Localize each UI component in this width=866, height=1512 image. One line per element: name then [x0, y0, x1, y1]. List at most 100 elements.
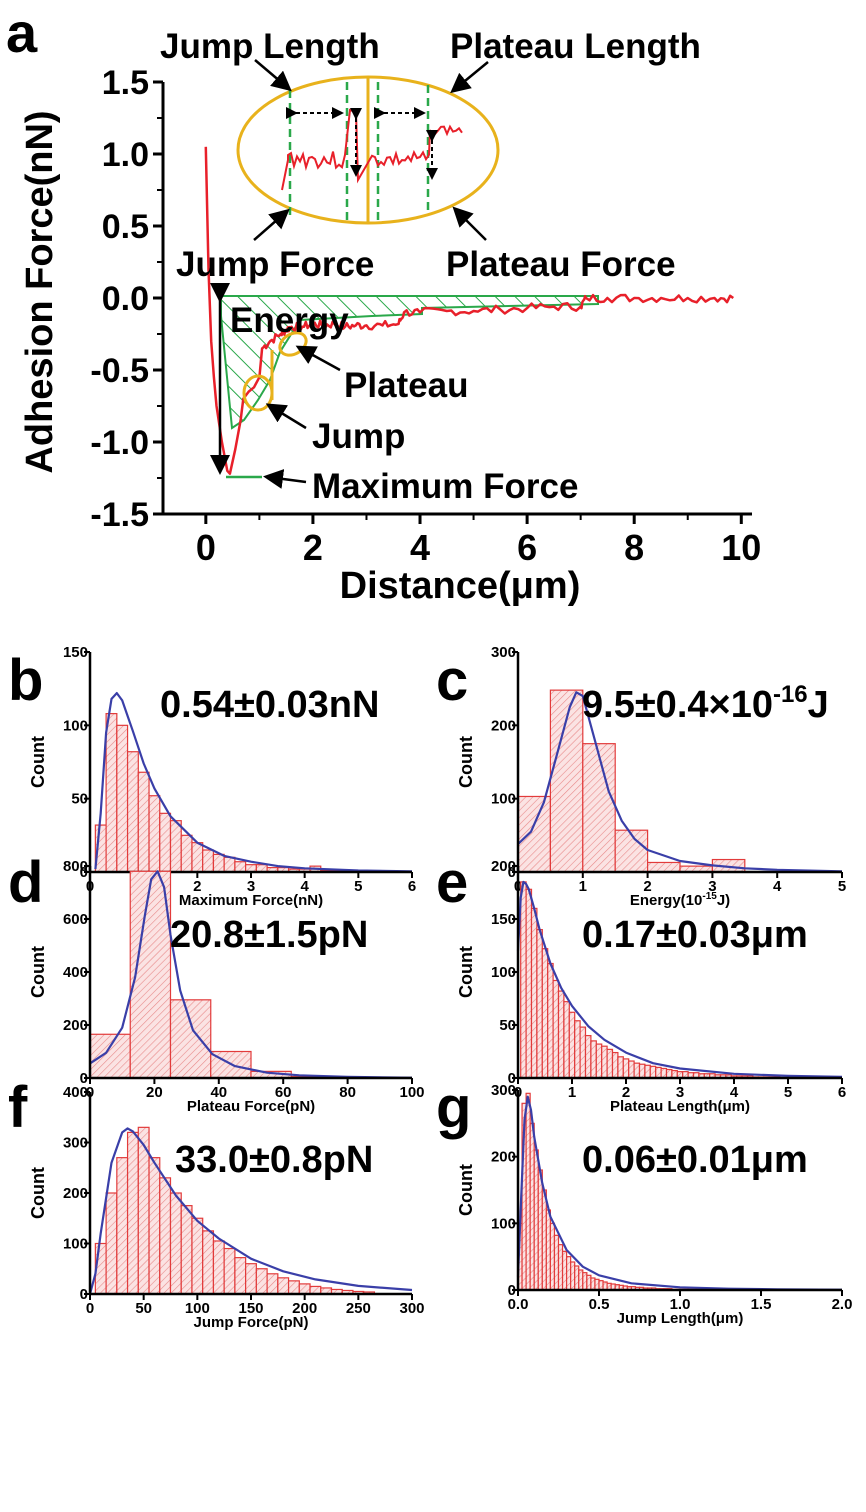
xlabel-text-d: Plateau Force(pN) [187, 1098, 315, 1115]
xlabel-e: Plateau Length(μm) [610, 1098, 750, 1115]
histogram-bar [584, 1034, 592, 1079]
xtick-label-g: 0.5 [589, 1296, 610, 1313]
fit-curve-e [516, 880, 843, 1078]
xtick-label-e: 2 [622, 1084, 630, 1101]
histogram-bar [126, 751, 139, 873]
bars-g [517, 1092, 713, 1291]
panel-a-xtick-label: 4 [410, 527, 430, 568]
ylabel-b: Count [28, 736, 48, 788]
histogram-bar [563, 1001, 570, 1079]
panel-f: f 0 50 100 150 200 250 300 0 100 200 300 400 Jump For… [8, 1075, 425, 1331]
ytick-label-d: 800 [63, 858, 88, 875]
xlabel-f: Jump Force(pN) [193, 1314, 308, 1331]
histogram-bar [126, 1131, 139, 1295]
ytick-label-b: 50 [71, 791, 88, 808]
ytick-label-b: 100 [63, 717, 88, 734]
xtick-label-b: 2 [193, 878, 201, 895]
histogram-bar [547, 962, 554, 1079]
panel-e: e 0 1 2 3 4 5 6 0 50 100 150 200 Plateau Length(μm) Co… [436, 850, 846, 1115]
ytick-label-b: 0 [80, 864, 88, 881]
xlabel-end-c: J) [717, 892, 730, 909]
xtick-label-d: 100 [399, 1084, 424, 1101]
stat-text-e: 0.17±0.03μm [582, 914, 808, 956]
histogram-bar [148, 795, 161, 873]
histogram-bar [595, 1043, 603, 1079]
xlabel-d: Plateau Force(pN) [187, 1098, 315, 1115]
ytick-label-d: 400 [63, 964, 88, 981]
panel-a-ytick-label: -0.5 [90, 352, 149, 390]
panel-a-ytick-label: 1.0 [102, 136, 149, 174]
panel-b: b0123456050100150Maximum Force(nN)Count0… [8, 644, 416, 909]
ytick-label-g: 200 [491, 1149, 516, 1166]
histogram-bar [561, 1250, 568, 1291]
histogram-bar [649, 1065, 657, 1079]
xtick-label-c: 1 [579, 878, 587, 895]
xtick-label-g: 0.0 [508, 1296, 529, 1313]
histogram-bar [287, 1280, 300, 1295]
histogram-bar [590, 1040, 597, 1079]
xlabel-text-c: Energy(10 [630, 892, 703, 909]
histogram-bar [517, 795, 552, 873]
histogram-bar [148, 1157, 161, 1295]
stat-text-f: 33.0±0.8pN [175, 1139, 373, 1181]
ytick-label-d: 200 [63, 1017, 88, 1034]
panel-letter-g: g [436, 1075, 471, 1140]
xtick-label-b: 3 [247, 878, 255, 895]
xtick-label-f: 250 [346, 1300, 371, 1317]
annotation-maximum-force: Maximum Force [312, 467, 578, 506]
inset-curve [281, 108, 463, 191]
histogram-bar [549, 1222, 556, 1291]
panel-g: g 0.0 0.5 1.0 1.5 2.0 0 100 200 300 Jump Length(μm… [436, 1075, 852, 1327]
annotation-jump: Jump [312, 417, 405, 456]
fit-curve-d [89, 870, 413, 1079]
ytick-label-e: 200 [491, 858, 516, 875]
histogram-bar [202, 1230, 215, 1295]
ytick-label-e: 0 [508, 1070, 516, 1087]
histogram-bar [180, 1205, 193, 1295]
force-distance-curve [204, 146, 735, 475]
xtick-label-c: 2 [643, 878, 651, 895]
histogram-bar [557, 1244, 564, 1291]
panel-a-ytick-label: 0.0 [102, 280, 149, 318]
histogram-bar [614, 829, 649, 873]
histogram-bar [586, 1274, 592, 1291]
stat-text-d: 20.8±1.5pN [170, 914, 368, 956]
panel-letter-f: f [8, 1075, 28, 1140]
ytick-label-f: 300 [63, 1135, 88, 1152]
panel-letter-a: a [6, 1, 38, 64]
panel-a-ytick-label: 0.5 [102, 208, 149, 246]
histogram-bar [644, 1064, 651, 1079]
arrow-jump-force [253, 208, 290, 241]
xtick-label-b: 6 [408, 878, 416, 895]
xlabel-text-f: Jump Force(pN) [193, 1314, 308, 1331]
xtick-label-f: 0 [86, 1300, 94, 1317]
histogram-bar [530, 907, 538, 1079]
histogram-bar [611, 1051, 619, 1079]
histogram-bar [646, 861, 681, 873]
histogram-bar [255, 1268, 268, 1295]
xtick-label-c: 3 [708, 878, 716, 895]
ylabel-e: Count [456, 946, 476, 998]
histogram-bar [234, 861, 247, 873]
zoom-inset [236, 75, 500, 225]
histogram-bar [191, 1217, 204, 1295]
xtick-label-f: 150 [238, 1300, 263, 1317]
panel-a-ylabel: Adhesion Force(nN) [19, 110, 61, 473]
ytick-label-g: 0 [508, 1282, 516, 1299]
histogram-bar [541, 948, 549, 1079]
xlabel-text-b: Maximum Force(nN) [179, 892, 323, 909]
histogram-bar [565, 1256, 572, 1291]
force-curve-line [204, 146, 735, 475]
xtick-label-e: 4 [730, 1084, 739, 1101]
bars-b [94, 712, 354, 873]
histogram-bar [617, 1056, 624, 1079]
ylabel-d: Count [28, 946, 48, 998]
xtick-label-e: 5 [784, 1084, 792, 1101]
panel-a-xlabel: Distance(μm) [340, 565, 581, 607]
ytick-label-c: 200 [491, 717, 516, 734]
stat-text-c: 9.5±0.4×10 [582, 684, 773, 726]
panel-a: a 0 2 4 6 8 10 1.5 1.0 0.5 0.0 -0.5 -1.0 -1.5 [6, 1, 761, 607]
panel-a-xtick-label: 2 [303, 527, 323, 568]
panel-letter-e: e [436, 850, 468, 915]
